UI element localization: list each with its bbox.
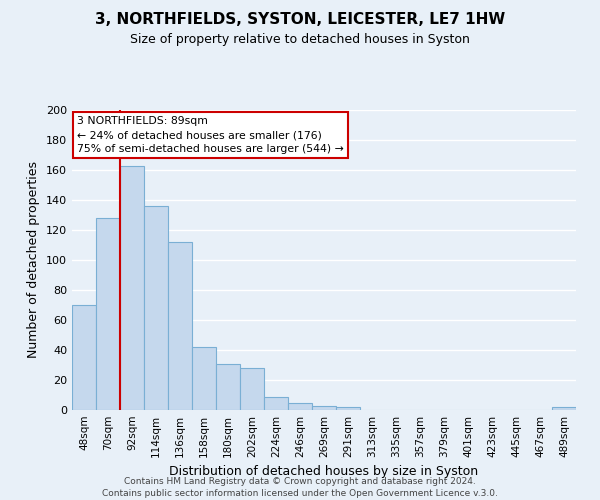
Bar	[240, 368, 264, 410]
Bar	[168, 242, 192, 410]
X-axis label: Distribution of detached houses by size in Syston: Distribution of detached houses by size …	[169, 466, 479, 478]
Text: Size of property relative to detached houses in Syston: Size of property relative to detached ho…	[130, 32, 470, 46]
Bar	[96, 218, 120, 410]
Bar	[552, 407, 576, 410]
Text: Contains public sector information licensed under the Open Government Licence v.: Contains public sector information licen…	[102, 489, 498, 498]
Bar	[216, 364, 240, 410]
Text: Contains HM Land Registry data © Crown copyright and database right 2024.: Contains HM Land Registry data © Crown c…	[124, 478, 476, 486]
Bar	[120, 166, 144, 410]
Y-axis label: Number of detached properties: Number of detached properties	[28, 162, 40, 358]
Bar	[72, 305, 96, 410]
Bar	[336, 407, 360, 410]
Bar	[192, 347, 216, 410]
Bar	[312, 406, 336, 410]
Bar	[144, 206, 168, 410]
Text: 3, NORTHFIELDS, SYSTON, LEICESTER, LE7 1HW: 3, NORTHFIELDS, SYSTON, LEICESTER, LE7 1…	[95, 12, 505, 28]
Text: 3 NORTHFIELDS: 89sqm
← 24% of detached houses are smaller (176)
75% of semi-deta: 3 NORTHFIELDS: 89sqm ← 24% of detached h…	[77, 116, 344, 154]
Bar	[288, 402, 312, 410]
Bar	[264, 396, 288, 410]
